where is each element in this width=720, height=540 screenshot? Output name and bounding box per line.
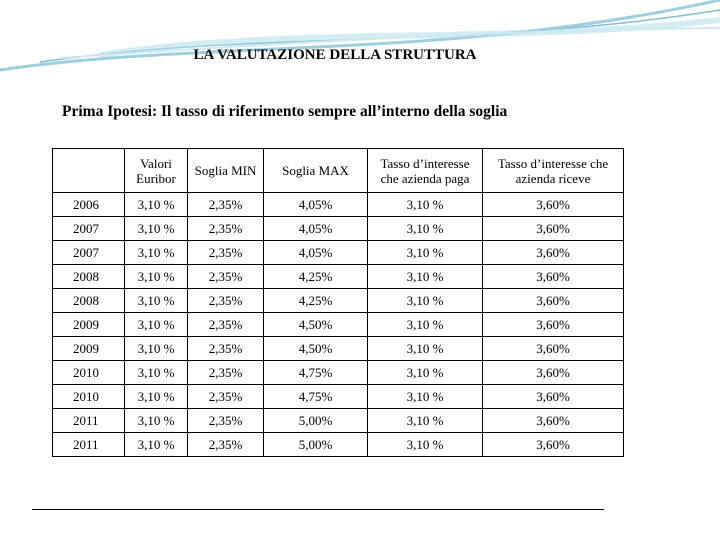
data-row: 2011 3,10 % 2,35% 5,00% 3,10 % 3,60% [52, 408, 624, 433]
header-cell: Tasso d’interesse che azienda paga [367, 148, 483, 193]
rate-cell: 3,60% [482, 192, 624, 217]
year-cell: 2006 [52, 192, 125, 217]
year-cell: 2009 [52, 312, 125, 337]
rate-cell: 2,35% [187, 408, 264, 433]
rate-cell: 2,35% [187, 312, 264, 337]
rate-cell: 3,10 % [124, 312, 188, 337]
rate-cell: 3,10 % [124, 288, 188, 313]
year-cell: 2007 [52, 216, 125, 241]
rate-cell: 4,25% [263, 264, 368, 289]
rate-cell: 3,10 % [367, 384, 483, 409]
data-row: 2008 3,10 % 2,35% 4,25% 3,10 % 3,60% [52, 288, 624, 313]
rate-cell: 4,75% [263, 384, 368, 409]
rate-cell: 2,35% [187, 432, 264, 457]
rate-cell: 2,35% [187, 240, 264, 265]
rate-cell: 3,60% [482, 312, 624, 337]
rate-cell: 2,35% [187, 336, 264, 361]
rate-cell: 3,10 % [124, 336, 188, 361]
rate-cell: 4,50% [263, 336, 368, 361]
rate-cell: 3,10 % [367, 192, 483, 217]
rate-cell: 3,60% [482, 408, 624, 433]
header-cell: Soglia MAX [263, 148, 368, 193]
rate-cell: 3,10 % [124, 216, 188, 241]
rate-cell: 3,10 % [367, 360, 483, 385]
header-row: Valori Euribor Soglia MIN Soglia MAX Tasso … [52, 148, 624, 193]
rate-cell: 3,10 % [367, 432, 483, 457]
rate-cell: 3,60% [482, 264, 624, 289]
rate-cell: 3,10 % [367, 312, 483, 337]
rate-cell: 2,35% [187, 264, 264, 289]
rate-cell: 2,35% [187, 384, 264, 409]
rate-cell: 3,10 % [367, 216, 483, 241]
data-row: 2007 3,10 % 2,35% 4,05% 3,10 % 3,60% [52, 240, 624, 265]
rate-cell: 3,10 % [124, 240, 188, 265]
rate-cell: 3,60% [482, 216, 624, 241]
rate-cell: 3,10 % [124, 360, 188, 385]
header-cell: Tasso d’interesse che azienda riceve [482, 148, 624, 193]
rate-cell: 3,60% [482, 288, 624, 313]
rate-cell: 3,10 % [367, 336, 483, 361]
year-cell: 2008 [52, 288, 125, 313]
header-cell: Valori Euribor [124, 148, 188, 193]
rate-cell: 3,10 % [367, 240, 483, 265]
data-row: 2006 3,10 % 2,35% 4,05% 3,10 % 3,60% [52, 192, 624, 217]
rate-cell: 3,60% [482, 336, 624, 361]
bottom-rule [32, 509, 604, 510]
data-row: 2011 3,10 % 2,35% 5,00% 3,10 % 3,60% [52, 432, 624, 457]
rate-cell: 4,75% [263, 360, 368, 385]
rate-cell: 3,10 % [124, 432, 188, 457]
rate-cell: 3,10 % [367, 264, 483, 289]
year-cell: 2008 [52, 264, 125, 289]
rate-cell: 3,10 % [124, 408, 188, 433]
decoration [0, 0, 720, 72]
rate-cell: 2,35% [187, 288, 264, 313]
rate-cell: 3,60% [482, 240, 624, 265]
data-row: 2010 3,10 % 2,35% 4,75% 3,10 % 3,60% [52, 384, 624, 409]
rate-cell: 4,05% [263, 240, 368, 265]
rate-cell: 3,10 % [124, 264, 188, 289]
rate-cell: 3,60% [482, 360, 624, 385]
rate-cell: 3,10 % [367, 288, 483, 313]
data-row: 2009 3,10 % 2,35% 4,50% 3,10 % 3,60% [52, 336, 624, 361]
rate-cell: 4,05% [263, 192, 368, 217]
rate-cell: 5,00% [263, 432, 368, 457]
rate-cell: 3,60% [482, 384, 624, 409]
rate-cell: 3,10 % [367, 408, 483, 433]
rate-cell: 3,10 % [124, 192, 188, 217]
rate-cell: 4,05% [263, 216, 368, 241]
rate-cell: 2,35% [187, 360, 264, 385]
year-cell: 2007 [52, 240, 125, 265]
header-cell: Soglia MIN [187, 148, 264, 193]
data-row: 2010 3,10 % 2,35% 4,75% 3,10 % 3,60% [52, 360, 624, 385]
year-cell: 2011 [52, 432, 125, 457]
title: LA VALUTAZIONE DELLA STRUTTURA [193, 47, 477, 63]
rate-cell: 4,25% [263, 288, 368, 313]
data-row: 2009 3,10 % 2,35% 4,50% 3,10 % 3,60% [52, 312, 624, 337]
rate-table: Valori Euribor Soglia MIN Soglia MAX Tasso … [52, 148, 624, 457]
rate-cell: 3,10 % [124, 384, 188, 409]
rate-cell: 3,60% [482, 432, 624, 457]
year-cell: 2011 [52, 408, 125, 433]
corner-cell [52, 148, 125, 193]
year-cell: 2010 [52, 360, 125, 385]
year-cell: 2009 [52, 336, 125, 361]
data-row: 2007 3,10 % 2,35% 4,05% 3,10 % 3,60% [52, 216, 624, 241]
rate-cell: 2,35% [187, 192, 264, 217]
data-row: 2008 3,10 % 2,35% 4,25% 3,10 % 3,60% [52, 264, 624, 289]
year-cell: 2010 [52, 384, 125, 409]
rate-cell: 2,35% [187, 216, 264, 241]
subtitle: Prima Ipotesi: Il tasso di riferimento s… [62, 103, 508, 120]
rate-cell: 5,00% [263, 408, 368, 433]
rate-cell: 4,50% [263, 312, 368, 337]
